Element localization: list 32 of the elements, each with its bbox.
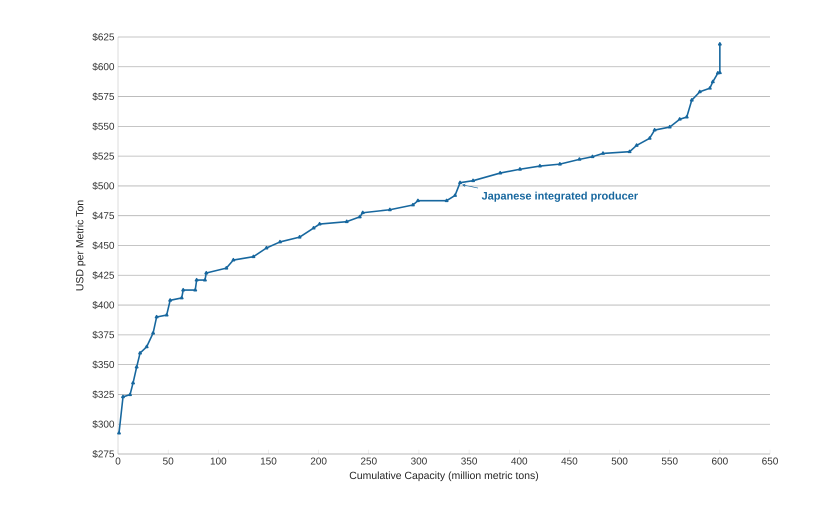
x-tick-label: 550 <box>662 458 678 465</box>
y-tick-label: $275 <box>92 450 114 458</box>
x-tick-label: 0 <box>116 458 120 465</box>
y-tick-label: $400 <box>92 301 114 310</box>
x-tick-label: 300 <box>410 458 427 465</box>
y-tick-label: $350 <box>92 360 114 369</box>
y-tick-label: $325 <box>92 390 114 398</box>
x-tick-label: 500 <box>612 458 628 465</box>
x-tick-label: 450 <box>561 458 578 465</box>
annotation: Japanese integrated producer <box>482 192 638 202</box>
x-axis-title: Cumulative Capacity (million metric tons) <box>350 471 538 482</box>
y-tick-label: $450 <box>92 241 114 250</box>
y-tick-label: $600 <box>92 62 114 71</box>
y-axis-title: USD per Metric Ton <box>76 200 86 290</box>
y-tick-label: $475 <box>92 212 114 220</box>
x-tick-label: 100 <box>210 458 226 465</box>
y-tick-label: $525 <box>92 152 114 160</box>
x-tick-label: 50 <box>163 458 174 465</box>
y-tick-label: $375 <box>92 330 114 339</box>
y-tick-label: $625 <box>92 32 114 42</box>
x-tick-label: 350 <box>461 458 478 465</box>
x-tick-label: 650 <box>762 458 778 465</box>
y-tick-label: $575 <box>92 92 114 101</box>
y-tick-label: $500 <box>92 182 114 190</box>
y-tick-label: $300 <box>92 420 114 428</box>
x-tick-label: 200 <box>310 458 327 465</box>
y-tick-label: $550 <box>92 122 114 130</box>
x-tick-label: 150 <box>260 458 276 465</box>
y-tick-label: $425 <box>92 271 114 280</box>
x-tick-label: 600 <box>712 458 728 465</box>
x-tick-label: 400 <box>511 458 528 465</box>
x-tick-label: 250 <box>360 458 377 465</box>
